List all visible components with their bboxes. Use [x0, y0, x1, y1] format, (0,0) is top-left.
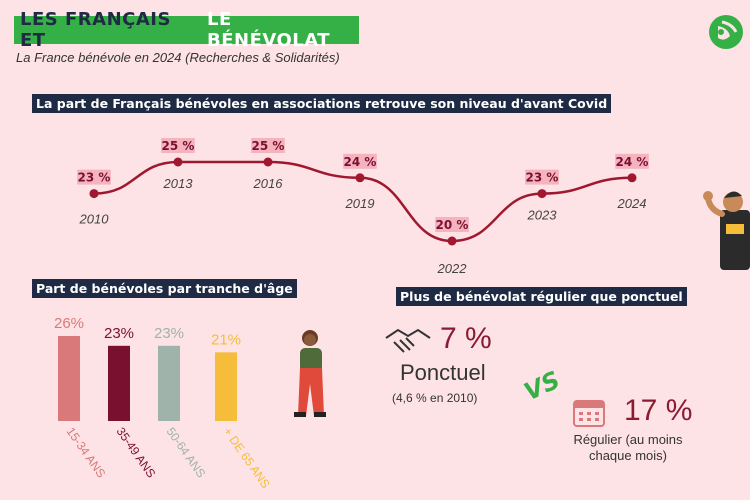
data-label-bg — [251, 138, 285, 153]
line-chart-title: La part de Français bénévoles en associa… — [32, 94, 612, 113]
bar — [58, 336, 80, 421]
ponctuel-label: Ponctuel — [400, 360, 486, 385]
data-label-bg — [615, 153, 649, 169]
x-tick-label: 2024 — [617, 196, 647, 211]
data-label-text: 23 % — [526, 171, 559, 185]
frequency-title: Plus de bénévolat régulier que ponctuel — [396, 287, 687, 306]
regulier-label: Régulier (au moins chaque mois) — [560, 432, 696, 464]
data-label-text: 25 % — [162, 139, 195, 153]
category-label: 35-49 ANS — [114, 425, 159, 481]
data-label-bg — [525, 169, 559, 185]
category-label: + DE 65 ANS — [221, 425, 273, 491]
data-label-text: 25 % — [252, 139, 285, 153]
data-point — [355, 173, 365, 183]
regulier-percentage: 17 % — [624, 394, 693, 427]
logo-icon — [709, 15, 743, 49]
bar — [158, 345, 180, 421]
x-tick-label: 2016 — [253, 176, 284, 191]
data-label: 24 % — [615, 153, 649, 169]
calendar-icon — [573, 400, 605, 427]
data-label-text: 20 % — [436, 218, 469, 232]
data-point — [173, 157, 183, 167]
age-bar-chart: 26% 15-34 ANS 23% 35-49 ANS 23% 50-64 ANS 21% +… — [54, 315, 273, 491]
title-banner: LES FRANÇAIS ET LE BÉNÉVOLAT — [14, 9, 359, 51]
versus-text: VS — [519, 365, 565, 407]
data-label-text: 24 % — [616, 155, 649, 169]
bar-value-label: 26% — [54, 315, 84, 332]
x-tick-label: 2019 — [345, 196, 375, 211]
ponctuel-percentage: 7 % — [440, 322, 492, 355]
data-label-bg — [77, 169, 111, 185]
data-point — [89, 189, 99, 199]
age-chart-title: Part de bénévoles par tranche d'âge — [32, 279, 297, 298]
data-point — [263, 157, 273, 167]
bar-value-label: 23% — [154, 325, 184, 342]
subtitle: La France bénévole en 2024 (Recherches &… — [16, 50, 340, 65]
data-label-bg — [161, 138, 195, 153]
bar-value-label: 23% — [104, 325, 134, 342]
bar-value-label: 21% — [211, 331, 241, 348]
versus-badge: VS — [513, 361, 570, 410]
x-tick-label: 2022 — [437, 261, 468, 276]
data-label: 20 % — [435, 217, 469, 232]
x-tick-label: 2013 — [163, 176, 194, 191]
x-tick-label: 2010 — [79, 212, 110, 227]
title-part2: LE BÉNÉVOLAT — [207, 9, 331, 51]
regulier-label-line2: chaque mois) — [588, 448, 668, 463]
x-tick-label: 2023 — [527, 208, 558, 223]
woman-walking-icon — [294, 330, 326, 417]
data-label: 24 % — [343, 153, 377, 169]
bar — [108, 345, 130, 421]
data-point — [537, 189, 547, 199]
data-label-text: 24 % — [344, 155, 377, 169]
person-waving-icon — [703, 191, 750, 270]
category-label: 15-34 ANS — [64, 425, 109, 481]
data-point — [627, 173, 637, 183]
line-chart: 23 % 2010 25 % 2013 25 % 2016 24 % 2019 20 % 2022… — [77, 138, 649, 276]
data-label: 23 % — [77, 169, 111, 185]
bar — [215, 352, 237, 421]
data-label: 23 % — [525, 169, 559, 185]
title-part1: LES FRANÇAIS ET — [20, 9, 171, 51]
regulier-label-line1: Régulier (au moins — [573, 432, 683, 447]
data-label: 25 % — [161, 138, 195, 153]
ponctuel-note: (4,6 % en 2010) — [392, 391, 478, 405]
data-point — [447, 236, 457, 246]
data-label: 25 % — [251, 138, 285, 153]
data-label-text: 23 % — [78, 171, 111, 185]
data-label-bg — [435, 217, 469, 232]
data-label-bg — [343, 153, 377, 169]
category-label: 50-64 ANS — [164, 425, 209, 481]
handshake-icon — [385, 328, 431, 353]
